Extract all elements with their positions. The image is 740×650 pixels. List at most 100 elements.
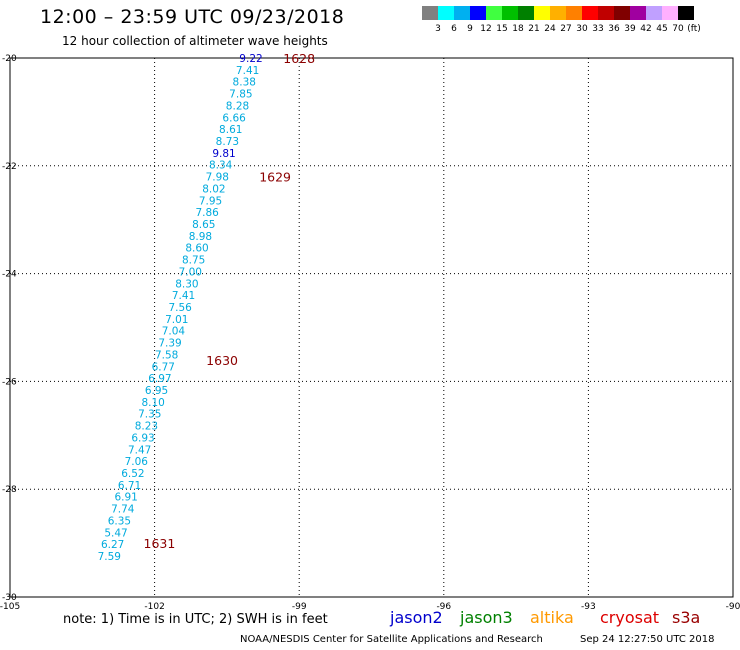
orbit-number-label: 1629 bbox=[259, 170, 291, 185]
legend-label: 21 bbox=[528, 24, 540, 34]
footnote: note: 1) Time is in UTC; 2) SWH is in fe… bbox=[63, 612, 328, 627]
wave-height-value: 7.41 bbox=[172, 290, 195, 302]
legend-swatch bbox=[422, 6, 438, 20]
wave-height-value: 7.56 bbox=[168, 302, 192, 314]
timestamp: Sep 24 12:27:50 UTC 2018 bbox=[580, 634, 715, 645]
plot-frame bbox=[9, 57, 734, 598]
legend-label: 39 bbox=[624, 24, 636, 34]
wave-height-value: 7.59 bbox=[98, 551, 121, 563]
chart-subtitle: 12 hour collection of altimeter wave hei… bbox=[62, 34, 328, 48]
legend-label: 18 bbox=[512, 24, 524, 34]
wave-height-value: 6.27 bbox=[101, 539, 124, 551]
wave-height-value: 6.93 bbox=[131, 432, 154, 444]
legend-swatch bbox=[518, 6, 534, 20]
legend-swatch bbox=[438, 6, 454, 20]
wave-height-value: 7.39 bbox=[158, 338, 181, 350]
legend-label: 15 bbox=[496, 24, 508, 34]
legend-label: 12 bbox=[480, 24, 492, 34]
wave-height-value: 8.61 bbox=[219, 124, 242, 136]
legend-label: 27 bbox=[560, 24, 572, 34]
y-tick-label: -22 bbox=[2, 162, 17, 172]
wave-height-value: 7.01 bbox=[165, 314, 188, 326]
wave-height-value: 7.74 bbox=[111, 504, 135, 516]
wave-height-value: 7.41 bbox=[236, 65, 259, 77]
wave-height-value: 6.35 bbox=[108, 515, 131, 527]
wave-height-value: 7.86 bbox=[195, 207, 219, 219]
satellite-name: altika bbox=[530, 608, 574, 627]
wave-height-value: 7.95 bbox=[199, 195, 222, 207]
legend-label: 3 bbox=[435, 24, 441, 34]
orbit-number-label: 1631 bbox=[144, 536, 176, 551]
wave-height-value: 7.85 bbox=[229, 89, 252, 101]
wave-height-value: 6.66 bbox=[222, 112, 246, 124]
y-tick-label: -26 bbox=[2, 377, 17, 387]
legend-label: 24 bbox=[544, 24, 556, 34]
satellite-name: cryosat bbox=[600, 608, 660, 627]
wave-height-value: 5.47 bbox=[104, 527, 127, 539]
wave-height-value: 7.06 bbox=[125, 456, 149, 468]
chart-title: 12:00 – 23:59 UTC 09/23/2018 bbox=[40, 6, 345, 28]
satellite-name: jason3 bbox=[460, 608, 513, 627]
y-tick-label: -30 bbox=[2, 593, 17, 603]
legend-swatch bbox=[566, 6, 582, 20]
legend-label: 33 bbox=[592, 24, 604, 34]
wave-height-value: 7.00 bbox=[179, 266, 202, 278]
legend-swatch bbox=[502, 6, 518, 20]
wave-height-value: 8.28 bbox=[226, 100, 249, 112]
credit-text: NOAA/NESDIS Center for Satellite Applica… bbox=[240, 634, 543, 645]
legend-label: 70 bbox=[672, 24, 684, 34]
wave-height-value: 8.02 bbox=[202, 183, 225, 195]
wave-height-value: 7.58 bbox=[155, 349, 178, 361]
wave-height-value: 7.47 bbox=[128, 444, 151, 456]
orbit-number-label: 1628 bbox=[283, 51, 315, 66]
wave-height-value: 6.97 bbox=[148, 373, 171, 385]
x-tick-label: -90 bbox=[726, 602, 740, 612]
wave-height-value: 8.65 bbox=[192, 219, 215, 231]
wave-height-value: 6.52 bbox=[121, 468, 144, 480]
legend-label: 36 bbox=[608, 24, 620, 34]
wave-height-value: 6.95 bbox=[145, 385, 168, 397]
wave-height-value: 6.77 bbox=[152, 361, 175, 373]
x-tick-label: -102 bbox=[144, 602, 164, 612]
legend-swatch bbox=[646, 6, 662, 20]
wave-height-value: 8.23 bbox=[135, 421, 158, 433]
legend-swatch bbox=[614, 6, 630, 20]
wave-height-value: 7.98 bbox=[206, 172, 229, 184]
wave-height-value: 8.98 bbox=[189, 231, 212, 243]
wave-height-value: 8.75 bbox=[182, 255, 205, 267]
wave-height-value: 9.81 bbox=[212, 148, 235, 160]
legend-swatch bbox=[454, 6, 470, 20]
legend-label: 42 bbox=[640, 24, 652, 34]
wave-height-value: 8.30 bbox=[175, 278, 198, 290]
y-tick-label: -28 bbox=[2, 485, 17, 495]
legend-swatch bbox=[470, 6, 486, 20]
color-legend bbox=[422, 6, 694, 20]
wave-height-value: 8.73 bbox=[216, 136, 239, 148]
legend-label: 9 bbox=[467, 24, 473, 34]
wave-height-value: 7.04 bbox=[162, 326, 186, 338]
satellite-name: jason2 bbox=[390, 608, 443, 627]
wave-height-value: 8.60 bbox=[185, 243, 208, 255]
wave-height-value: 8.38 bbox=[233, 77, 256, 89]
y-tick-label: -20 bbox=[2, 54, 17, 64]
wave-height-value: 8.34 bbox=[209, 160, 233, 172]
wave-height-value: 6.71 bbox=[118, 480, 141, 492]
legend-label: (ft) bbox=[687, 24, 701, 34]
x-tick-label: -93 bbox=[581, 602, 596, 612]
legend-swatch bbox=[486, 6, 502, 20]
legend-swatch bbox=[534, 6, 550, 20]
y-tick-label: -24 bbox=[2, 270, 17, 280]
orbit-number-label: 1630 bbox=[206, 353, 238, 368]
x-tick-label: -99 bbox=[292, 602, 307, 612]
x-tick-label: -105 bbox=[0, 602, 20, 612]
legend-label: 30 bbox=[576, 24, 588, 34]
wave-height-value: 8.10 bbox=[141, 397, 164, 409]
legend-swatch bbox=[550, 6, 566, 20]
wave-height-value: 9.22 bbox=[239, 53, 262, 65]
x-tick-label: -96 bbox=[436, 602, 451, 612]
legend-label: 45 bbox=[656, 24, 668, 34]
legend-swatch bbox=[598, 6, 614, 20]
wave-height-value: 7.35 bbox=[138, 409, 161, 421]
wave-height-value: 6.91 bbox=[114, 492, 137, 504]
